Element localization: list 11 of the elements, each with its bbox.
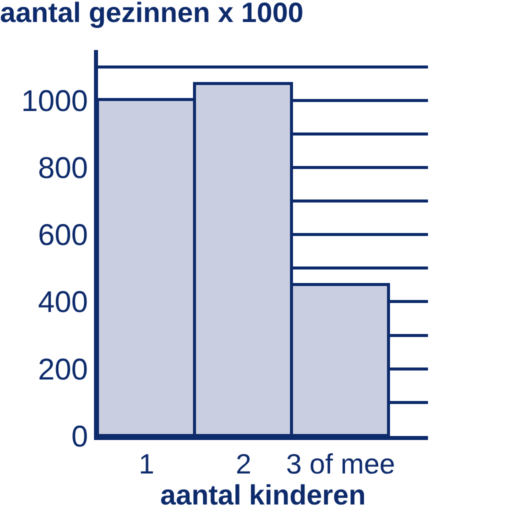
x-tick-label: 1 bbox=[138, 448, 154, 480]
x-axis-title: aantal kinderen bbox=[160, 480, 366, 511]
y-tick-label: 800 bbox=[38, 152, 88, 185]
chart-title: aantal gezinnen x 1000 bbox=[0, 0, 304, 28]
x-tick-label: 3 of mee bbox=[286, 448, 396, 480]
y-tick-label: 1000 bbox=[21, 84, 88, 118]
y-tick-label: 0 bbox=[71, 420, 88, 454]
y-tick-label: 200 bbox=[38, 353, 88, 386]
y-tick-label: 400 bbox=[38, 286, 88, 320]
y-tick-label: 600 bbox=[38, 219, 88, 252]
x-tick-label: 2 bbox=[236, 448, 252, 480]
